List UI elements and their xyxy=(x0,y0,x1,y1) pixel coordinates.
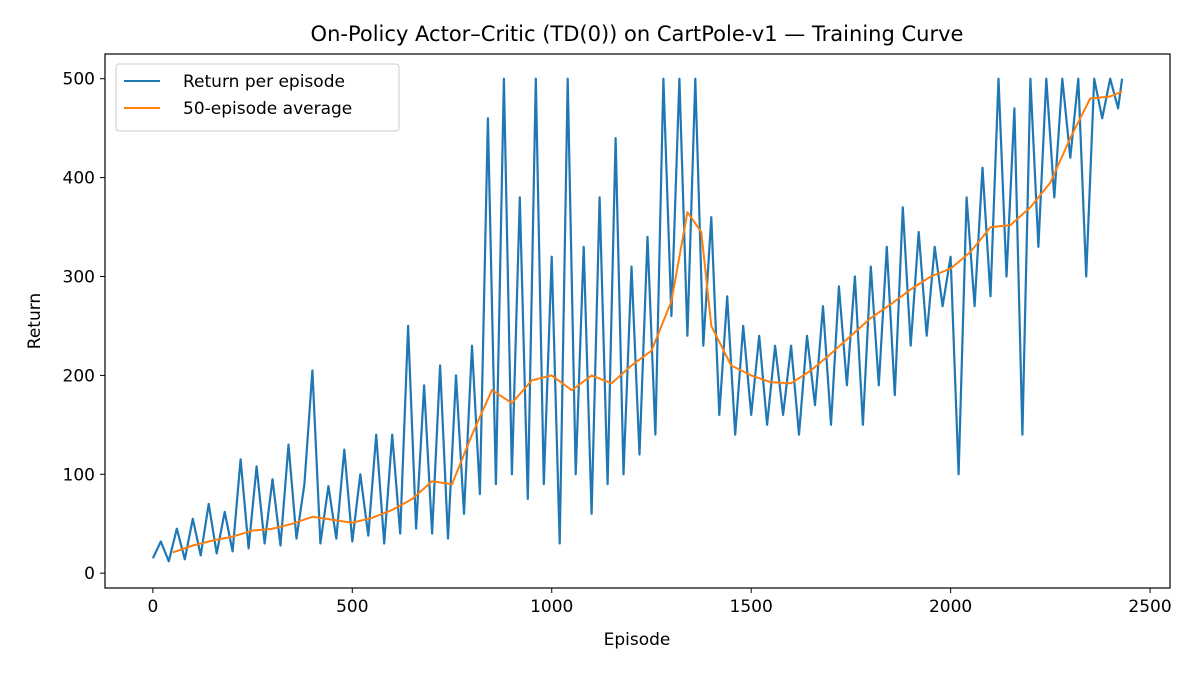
x-tick-label: 1500 xyxy=(730,597,773,617)
y-tick-label: 400 xyxy=(63,169,95,189)
legend: Return per episode 50-episode average xyxy=(115,63,400,132)
plot-area xyxy=(151,77,1124,563)
x-tick-label: 1000 xyxy=(530,597,573,617)
axes-frame xyxy=(104,53,1171,589)
series-line-50-episode-average xyxy=(172,90,1123,554)
x-tick-label: 2000 xyxy=(929,597,972,617)
y-axis-ticks: 0 100 200 300 400 500 xyxy=(63,70,105,584)
y-tick-label: 300 xyxy=(63,268,95,288)
x-tick-label: 2500 xyxy=(1128,597,1171,617)
x-axis-label: Episode xyxy=(604,630,671,650)
y-axis-label: Return xyxy=(25,293,45,349)
y-tick-label: 200 xyxy=(63,366,95,386)
y-tick-label: 500 xyxy=(63,70,95,90)
y-tick-label: 100 xyxy=(63,465,95,485)
y-tick-label: 0 xyxy=(84,564,95,584)
x-axis-ticks: 0 500 1000 1500 2000 2500 xyxy=(147,588,1172,617)
series-line-return-per-episode xyxy=(151,77,1124,563)
legend-label-average: 50-episode average xyxy=(183,99,352,119)
legend-label-return: Return per episode xyxy=(183,72,345,92)
x-tick-label: 500 xyxy=(336,597,368,617)
x-tick-label: 0 xyxy=(147,597,158,617)
legend-box xyxy=(115,63,400,132)
chart-title: On-Policy Actor–Critic (TD(0)) on CartPo… xyxy=(311,22,964,46)
